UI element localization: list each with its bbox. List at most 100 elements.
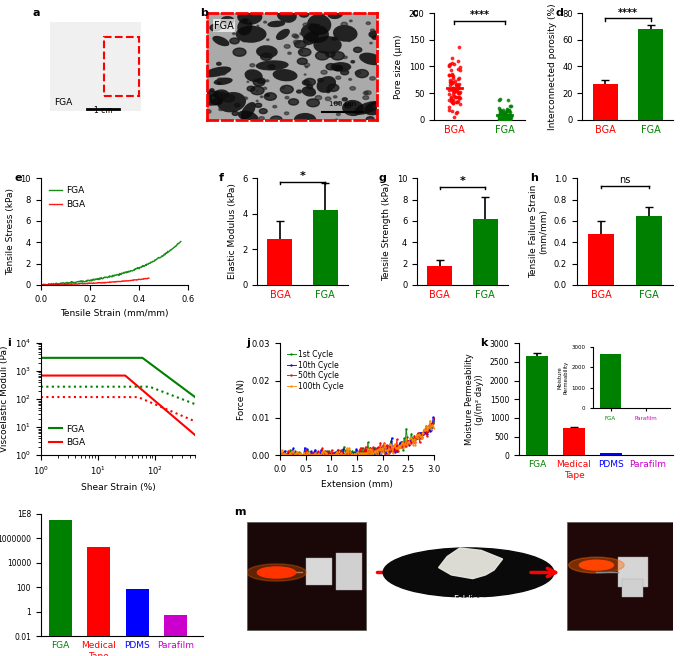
Point (446, 106, 457, 116)
Ellipse shape (333, 25, 358, 42)
Circle shape (297, 58, 307, 64)
Bar (563, 428, 585, 455)
Point (496, 108, 507, 119)
X-axis label: Extension (mm): Extension (mm) (321, 480, 393, 489)
FGA (37, 281, 46, 289)
Point (496, 107, 507, 117)
Point (453, 79, 464, 90)
Point (499, 113, 510, 124)
Ellipse shape (342, 100, 364, 116)
BGA (144, 274, 152, 282)
Text: FGA: FGA (214, 20, 234, 31)
Circle shape (218, 92, 226, 97)
10th Cycle (356, 451, 364, 459)
Point (445, 65, 456, 75)
50th Cycle (338, 447, 346, 455)
Circle shape (299, 11, 309, 17)
Point (500, 110, 511, 121)
Point (455, 64, 466, 75)
Point (498, 111, 509, 121)
Circle shape (263, 47, 265, 48)
Point (498, 114, 509, 125)
Y-axis label: Viscoelastic Moduli (Pa): Viscoelastic Moduli (Pa) (1, 346, 10, 453)
Point (497, 109, 508, 119)
Circle shape (343, 70, 347, 72)
Point (494, 111, 505, 121)
Point (447, 76, 458, 87)
Point (498, 108, 509, 118)
Point (498, 108, 509, 118)
Bar (104, 37, 139, 96)
Point (498, 106, 509, 117)
Point (446, 93, 457, 104)
Point (494, 104, 505, 115)
Ellipse shape (276, 29, 290, 40)
Circle shape (296, 90, 301, 93)
Point (494, 113, 505, 124)
Point (449, 91, 460, 102)
FGA (155, 254, 163, 262)
Circle shape (372, 36, 377, 39)
Point (454, 87, 464, 98)
Circle shape (326, 49, 333, 52)
Point (447, 95, 458, 106)
Point (443, 60, 454, 70)
Point (455, 93, 466, 104)
Circle shape (210, 24, 220, 31)
Point (505, 101, 516, 112)
Text: Folding: Folding (453, 594, 483, 604)
Circle shape (307, 85, 313, 89)
Point (443, 94, 454, 105)
100th Cycle (426, 417, 434, 424)
Point (494, 110, 505, 120)
Circle shape (257, 78, 265, 83)
Point (505, 110, 515, 120)
Point (446, 94, 457, 105)
Circle shape (344, 104, 352, 108)
Circle shape (327, 84, 339, 91)
Point (451, 108, 462, 118)
Point (443, 102, 454, 112)
Point (449, 85, 460, 96)
Point (504, 110, 515, 121)
Text: k: k (480, 338, 488, 348)
100th Cycle (362, 451, 371, 459)
Circle shape (270, 116, 282, 123)
Circle shape (273, 106, 277, 108)
Line: FGA: FGA (41, 241, 181, 285)
Circle shape (238, 37, 243, 40)
FGA (123, 268, 131, 276)
Point (444, 70, 455, 81)
Polygon shape (439, 548, 503, 579)
Bar (87, 546, 110, 656)
Ellipse shape (241, 102, 256, 119)
10th Cycle (362, 447, 371, 455)
Point (452, 86, 462, 96)
Point (501, 110, 512, 121)
100th Cycle (382, 446, 390, 454)
Point (497, 104, 508, 115)
Point (452, 85, 462, 96)
Circle shape (341, 22, 347, 26)
Ellipse shape (307, 14, 331, 35)
Circle shape (232, 112, 239, 115)
Y-axis label: Moisture Permeability
(g/(m² day)): Moisture Permeability (g/(m² day)) (464, 354, 484, 445)
Point (448, 82, 459, 92)
Text: e: e (14, 173, 22, 183)
Text: 100 μm: 100 μm (329, 101, 356, 107)
Point (453, 81, 464, 91)
Bar (638, 29, 663, 120)
Point (504, 110, 515, 121)
Point (496, 114, 507, 125)
50th Cycle (404, 438, 412, 445)
Point (447, 73, 458, 83)
Point (445, 77, 456, 87)
Circle shape (341, 70, 349, 75)
100th Cycle (276, 451, 284, 459)
Point (501, 105, 512, 115)
Circle shape (284, 112, 289, 115)
Legend: 1st Cycle, 10th Cycle, 50th Cycle, 100th Cycle: 1st Cycle, 10th Cycle, 50th Cycle, 100th… (284, 347, 347, 394)
Circle shape (322, 14, 324, 16)
Circle shape (284, 45, 290, 49)
Point (503, 110, 514, 121)
